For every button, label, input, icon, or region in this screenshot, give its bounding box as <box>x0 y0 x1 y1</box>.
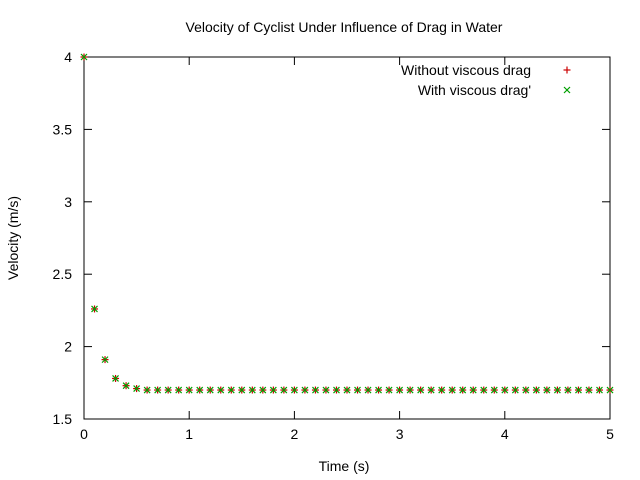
y-tick-label: 3 <box>64 194 72 210</box>
point-with-viscous-drag <box>312 386 319 394</box>
point-with-viscous-drag <box>175 386 183 394</box>
y-tick-label: 4 <box>64 49 72 65</box>
point-with-viscous-drag <box>596 386 603 394</box>
axis-ticks: 0 1 2 3 4 5 1.5 2 2.5 3 3.5 4 <box>53 49 615 442</box>
point-with-viscous-drag <box>343 386 351 394</box>
point-with-viscous-drag <box>375 386 382 394</box>
x-axis-label: Time (s) <box>319 458 370 474</box>
plot-frame <box>83 56 611 420</box>
legend: Without viscous drag With viscous drag' <box>401 62 571 98</box>
x-tick-label: 2 <box>291 426 299 442</box>
point-with-viscous-drag <box>248 386 256 394</box>
legend-marker-without-viscous-drag <box>563 66 571 74</box>
point-with-viscous-drag <box>122 382 130 390</box>
point-with-viscous-drag <box>238 386 246 394</box>
point-with-viscous-drag <box>112 375 119 382</box>
point-with-viscous-drag <box>206 386 214 394</box>
legend-label-with-viscous-drag: With viscous drag' <box>418 82 531 98</box>
point-with-viscous-drag <box>217 386 225 394</box>
point-with-viscous-drag <box>575 386 582 394</box>
chart-title: Velocity of Cyclist Under Influence of D… <box>186 19 503 35</box>
x-tick-label: 3 <box>396 426 404 442</box>
legend-label-without-viscous-drag: Without viscous drag <box>401 62 531 78</box>
point-with-viscous-drag <box>553 386 561 394</box>
point-with-viscous-drag <box>154 386 162 394</box>
point-with-viscous-drag <box>196 386 204 394</box>
y-tick-label: 3.5 <box>53 121 73 137</box>
point-with-viscous-drag <box>269 386 277 394</box>
point-with-viscous-drag <box>333 386 340 394</box>
point-with-viscous-drag <box>91 305 98 313</box>
point-with-viscous-drag <box>227 386 235 394</box>
point-with-viscous-drag <box>290 386 298 394</box>
point-with-viscous-drag <box>469 386 477 394</box>
y-tick-label: 1.5 <box>53 411 73 427</box>
point-with-viscous-drag <box>406 386 414 394</box>
point-with-viscous-drag <box>80 53 88 61</box>
point-with-viscous-drag <box>490 386 498 394</box>
y-axis-label: Velocity (m/s) <box>5 196 21 280</box>
point-with-viscous-drag <box>301 386 309 394</box>
point-with-viscous-drag <box>543 386 551 394</box>
x-tick-label: 0 <box>80 426 88 442</box>
point-with-viscous-drag <box>438 386 446 394</box>
point-with-viscous-drag <box>585 386 593 394</box>
point-with-viscous-drag <box>459 386 467 394</box>
y-tick-label: 2.5 <box>53 266 73 282</box>
data-points <box>80 53 614 394</box>
point-with-viscous-drag <box>322 386 330 394</box>
point-with-viscous-drag <box>606 386 614 394</box>
point-with-viscous-drag <box>133 385 141 393</box>
point-with-viscous-drag <box>259 386 267 394</box>
point-with-viscous-drag <box>532 386 540 394</box>
legend-marker-with-viscous-drag <box>563 86 571 94</box>
x-tick-label: 4 <box>501 426 509 442</box>
point-with-viscous-drag <box>280 386 288 394</box>
x-tick-label: 5 <box>606 426 614 442</box>
point-with-viscous-drag <box>522 386 530 394</box>
point-with-viscous-drag <box>185 386 193 394</box>
point-with-viscous-drag <box>564 386 572 394</box>
point-with-viscous-drag <box>501 386 509 394</box>
point-with-viscous-drag <box>480 386 488 394</box>
point-with-viscous-drag <box>364 386 372 394</box>
point-with-viscous-drag <box>101 356 109 364</box>
y-tick-label: 2 <box>64 339 72 355</box>
point-with-viscous-drag <box>385 386 393 394</box>
point-with-viscous-drag <box>143 386 151 394</box>
point-with-viscous-drag <box>354 386 361 394</box>
point-with-viscous-drag <box>448 386 456 394</box>
point-with-viscous-drag <box>396 386 404 394</box>
point-with-viscous-drag <box>164 386 172 394</box>
x-tick-label: 1 <box>185 426 193 442</box>
point-with-viscous-drag <box>417 386 425 394</box>
point-with-viscous-drag <box>511 386 519 394</box>
point-with-viscous-drag <box>427 386 435 394</box>
